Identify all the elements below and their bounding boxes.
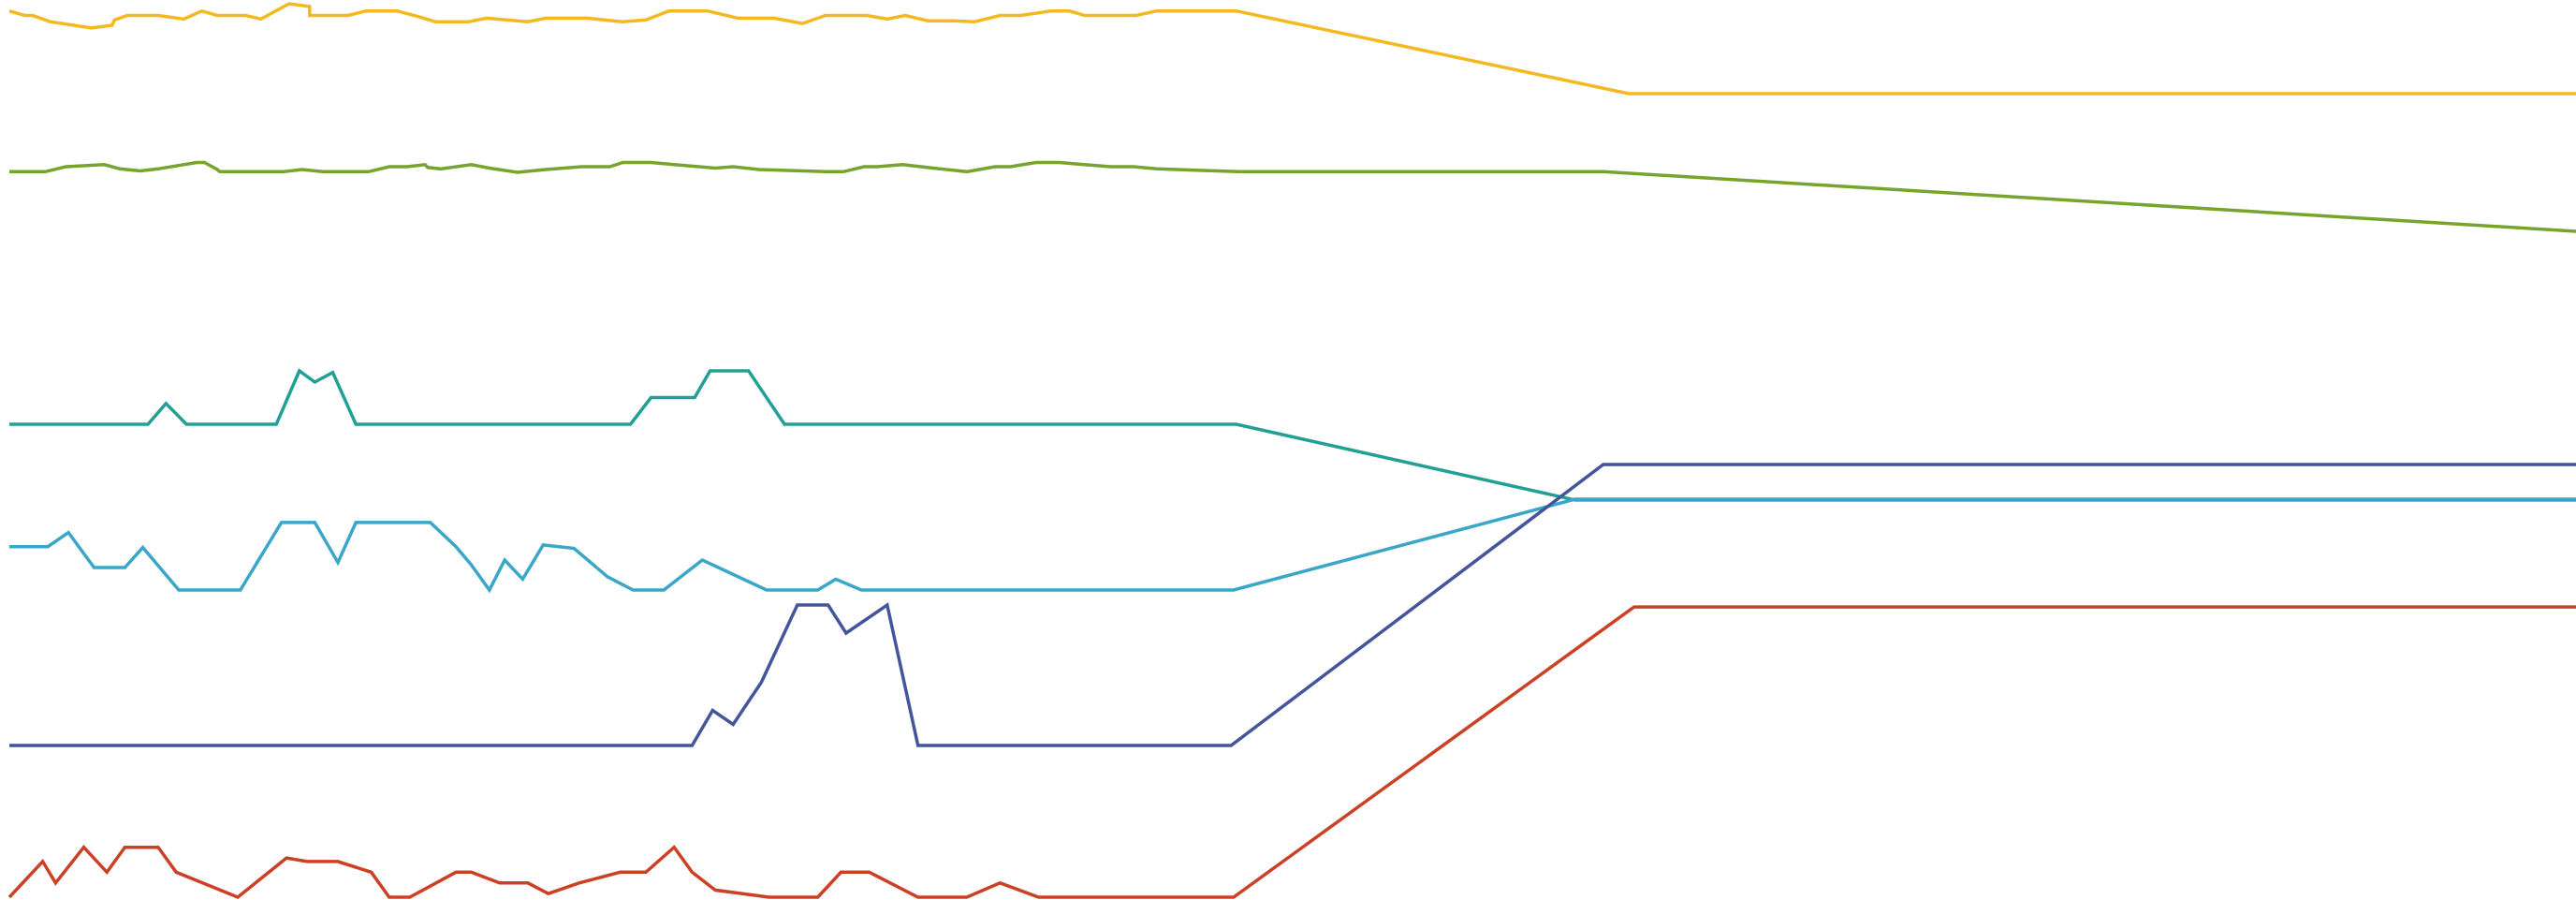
series-line-5	[9, 463, 2576, 747]
series-line-1	[8, 2, 2576, 96]
series-line-6	[7, 605, 2576, 900]
series-line-4	[9, 497, 2576, 594]
series-layer	[7, 2, 2576, 900]
series-line-3	[9, 368, 2576, 502]
series-line-2	[9, 160, 2576, 233]
